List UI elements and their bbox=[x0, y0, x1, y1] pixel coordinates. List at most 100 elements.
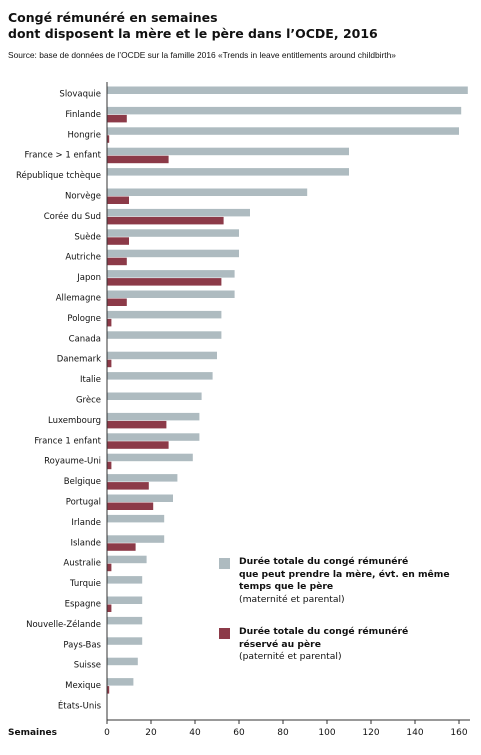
bar-pere bbox=[107, 237, 129, 245]
bar-pere bbox=[107, 604, 112, 612]
legend-total-line-3: temps que le père bbox=[239, 581, 334, 592]
bar-total bbox=[107, 474, 178, 482]
chart-title-line-1: Congé rémunéré en semaines bbox=[8, 10, 218, 25]
legend-pere-line-1: Durée totale du congé rémunéré bbox=[239, 626, 409, 637]
x-tick-label: 80 bbox=[277, 728, 289, 738]
bar-total bbox=[107, 188, 308, 196]
x-tick-label: 0 bbox=[104, 728, 110, 738]
bar-total bbox=[107, 514, 165, 523]
category-label: République tchèque bbox=[16, 170, 101, 181]
category-label: Royaume-Uni bbox=[44, 457, 101, 467]
bar-total bbox=[107, 535, 165, 543]
category-label: Espagne bbox=[65, 600, 101, 610]
bar-total bbox=[107, 290, 235, 298]
bar-total bbox=[107, 106, 462, 115]
legend-text-total: Durée totale du congé rémunéré que peut … bbox=[239, 556, 479, 606]
legend-total-line-2: que peut prendre la mère, évt. en même bbox=[239, 568, 450, 580]
category-label: Italie bbox=[80, 375, 101, 385]
chart-title: Congé rémunéré en semaines dont disposen… bbox=[8, 10, 473, 42]
category-label: Turquie bbox=[69, 579, 101, 589]
x-tick-label: 20 bbox=[145, 728, 157, 738]
category-label: Suisse bbox=[74, 661, 101, 671]
bar-pere bbox=[107, 114, 127, 123]
category-label: Slovaquie bbox=[59, 90, 101, 100]
legend-text-pere: Durée totale du congé rémunéré réservé a… bbox=[239, 626, 479, 664]
bar-total bbox=[107, 596, 143, 604]
category-label: Norvège bbox=[65, 191, 101, 202]
bar-total bbox=[107, 453, 193, 462]
x-tick-label: 100 bbox=[318, 728, 335, 738]
bar-total bbox=[107, 372, 213, 380]
bar-total bbox=[107, 168, 349, 176]
category-label: Allemagne bbox=[56, 294, 101, 304]
bar-pere bbox=[107, 441, 169, 449]
bar-total bbox=[107, 678, 134, 686]
bar-total bbox=[107, 249, 239, 258]
category-label: Nouvelle-Zélande bbox=[26, 619, 101, 630]
x-tick-label: 120 bbox=[362, 728, 379, 738]
category-label: Mexique bbox=[65, 681, 101, 691]
x-tick-label: 160 bbox=[450, 728, 467, 738]
category-label: Corée du Sud bbox=[44, 211, 101, 222]
category-label: Belgique bbox=[64, 477, 101, 487]
category-label: Portugal bbox=[66, 498, 101, 508]
chart-title-line-2: dont disposent la mère et le père dans l… bbox=[8, 26, 378, 41]
bar-total bbox=[107, 392, 202, 400]
bar-pere bbox=[107, 686, 110, 694]
category-label: Japon bbox=[76, 273, 101, 283]
category-label: Canada bbox=[69, 334, 101, 344]
x-tick-label: 40 bbox=[189, 728, 201, 738]
bar-pere bbox=[107, 298, 127, 306]
category-label: Finlande bbox=[65, 110, 101, 120]
category-label: États-Unis bbox=[58, 700, 102, 712]
bar-total bbox=[107, 616, 143, 625]
x-axis-label: Semaines bbox=[8, 728, 57, 738]
bar-pere bbox=[107, 359, 112, 368]
category-label: Pologne bbox=[67, 314, 101, 324]
bar-pere bbox=[107, 543, 136, 551]
legend-total-line-1: Durée totale du congé rémunéré bbox=[239, 556, 409, 567]
category-label: Luxembourg bbox=[48, 416, 101, 426]
bar-pere bbox=[107, 461, 112, 470]
bar-total bbox=[107, 433, 200, 441]
chart-source: Source: base de données de l’OCDE sur la… bbox=[8, 50, 396, 60]
bar-pere bbox=[107, 563, 112, 572]
bar-pere bbox=[107, 318, 112, 327]
category-label: Suède bbox=[74, 231, 101, 242]
bar-total bbox=[107, 657, 138, 666]
bar-total bbox=[107, 494, 173, 502]
legend-pere-line-3: (paternité et parental) bbox=[239, 651, 342, 662]
bar-pere bbox=[107, 278, 222, 286]
x-tick-label: 60 bbox=[233, 728, 245, 738]
bar-total bbox=[107, 147, 349, 156]
bar-total bbox=[107, 310, 222, 319]
bar-pere bbox=[107, 420, 167, 429]
legend-pere-line-2: réservé au père bbox=[239, 638, 321, 650]
category-label: France 1 enfant bbox=[34, 436, 101, 446]
category-label: Autriche bbox=[65, 253, 101, 263]
legend-swatch-pere bbox=[219, 628, 230, 639]
category-label: Irlande bbox=[71, 518, 101, 528]
category-label: Hongrie bbox=[68, 130, 101, 140]
bar-total bbox=[107, 351, 217, 360]
bar-total bbox=[107, 127, 459, 135]
bar-total bbox=[107, 229, 239, 237]
bar-pere bbox=[107, 216, 224, 225]
category-label: France > 1 enfant bbox=[25, 151, 102, 161]
bar-total bbox=[107, 576, 143, 584]
legend-total-line-4: (maternité et parental) bbox=[239, 593, 345, 605]
bar-pere bbox=[107, 257, 127, 266]
bar-pere bbox=[107, 135, 110, 143]
x-tick-label: 140 bbox=[406, 728, 423, 738]
bar-total bbox=[107, 637, 143, 645]
bar-pere bbox=[107, 482, 149, 490]
bar-pere bbox=[107, 196, 129, 204]
category-label: Danemark bbox=[57, 355, 101, 365]
bar-total bbox=[107, 412, 200, 421]
bar-total bbox=[107, 86, 468, 94]
category-label: Pays-Bas bbox=[63, 640, 101, 650]
category-label: Grèce bbox=[76, 395, 101, 406]
bar-total bbox=[107, 208, 250, 217]
bar-pere bbox=[107, 502, 154, 510]
